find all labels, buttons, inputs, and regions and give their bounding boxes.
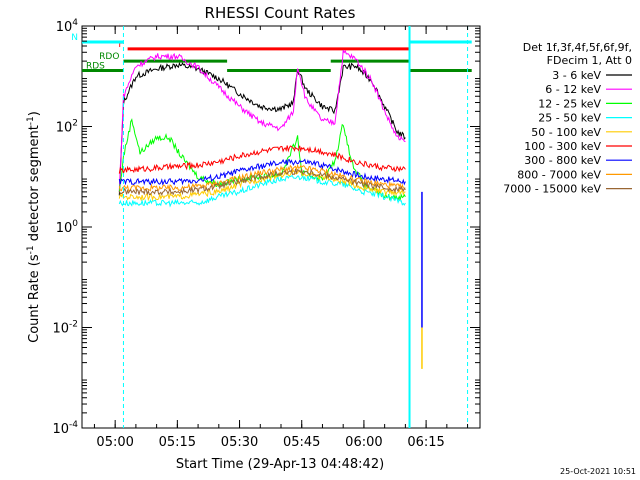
flag-label-rds: RDS xyxy=(86,62,105,72)
series-line-300-800-kev xyxy=(118,158,406,186)
legend: Det 1f,3f,4f,5f,6f,9f, FDecim 1, Att 0 3… xyxy=(503,41,632,196)
series-line-25-50-kev xyxy=(118,173,406,208)
x-tick-label: 05:00 xyxy=(96,435,133,450)
vertical-markers xyxy=(122,26,469,428)
series-line-100-300-kev xyxy=(118,145,406,176)
series-line-7000-15000-kev xyxy=(118,167,406,197)
y-tick-label: 10-4 xyxy=(52,420,78,437)
legend-label-6-12-kev: 6 - 12 keV xyxy=(545,83,601,96)
legend-label-800-7000-kev: 800 - 7000 keV xyxy=(517,168,601,181)
flag-label-f: F xyxy=(118,40,123,50)
y-axis-label: Count Rate (s-1 detector segment-1) xyxy=(26,111,42,343)
x-axis-ticks: 05:00 05:15 05:30 05:45 06:00 06:15 xyxy=(93,26,469,450)
x-axis-label: Start Time (29-Apr-13 04:48:42) xyxy=(176,457,384,472)
legend-label-3-6-kev: 3 - 6 keV xyxy=(552,69,601,82)
legend-header-line-1: Det 1f,3f,4f,5f,6f,9f, xyxy=(523,41,632,54)
legend-label-25-50-kev: 25 - 50 keV xyxy=(538,112,601,125)
x-tick-label: 06:15 xyxy=(407,435,444,450)
y-tick-label: 10-2 xyxy=(52,320,78,337)
y-axis-ticks: 10-4 10-2 100 102 104 xyxy=(52,18,480,437)
legend-label-12-25-kev: 12 - 25 keV xyxy=(538,97,601,110)
legend-label-7000-15000-kev: 7000 - 15000 keV xyxy=(503,183,601,196)
x-tick-label: 05:45 xyxy=(283,435,320,450)
series-line-800-7000-kev xyxy=(118,163,406,192)
x-tick-label: 05:15 xyxy=(159,435,196,450)
legend-label-300-800-kev: 300 - 800 keV xyxy=(524,154,601,167)
x-tick-label: 06:00 xyxy=(345,435,382,450)
y-tick-label: 102 xyxy=(56,119,78,136)
y-tick-label: 100 xyxy=(56,219,79,236)
footer-date: 25-Oct-2021 10:51 xyxy=(560,467,636,476)
series-line-3-6-kev xyxy=(118,61,406,196)
flag-label-rdo: RDO xyxy=(99,52,119,62)
legend-label-50-100-kev: 50 - 100 keV xyxy=(531,126,601,139)
series-lines xyxy=(118,49,423,369)
chart-title: RHESSI Count Rates xyxy=(205,4,356,22)
series-line-6-12-kev xyxy=(118,49,406,192)
x-tick-label: 05:30 xyxy=(221,435,258,450)
legend-label-100-300-kev: 100 - 300 keV xyxy=(524,140,601,153)
legend-header-line-2: FDecim 1, Att 0 xyxy=(547,54,632,67)
flag-label-n: N xyxy=(71,33,78,43)
y-tick-label: 104 xyxy=(56,18,79,35)
